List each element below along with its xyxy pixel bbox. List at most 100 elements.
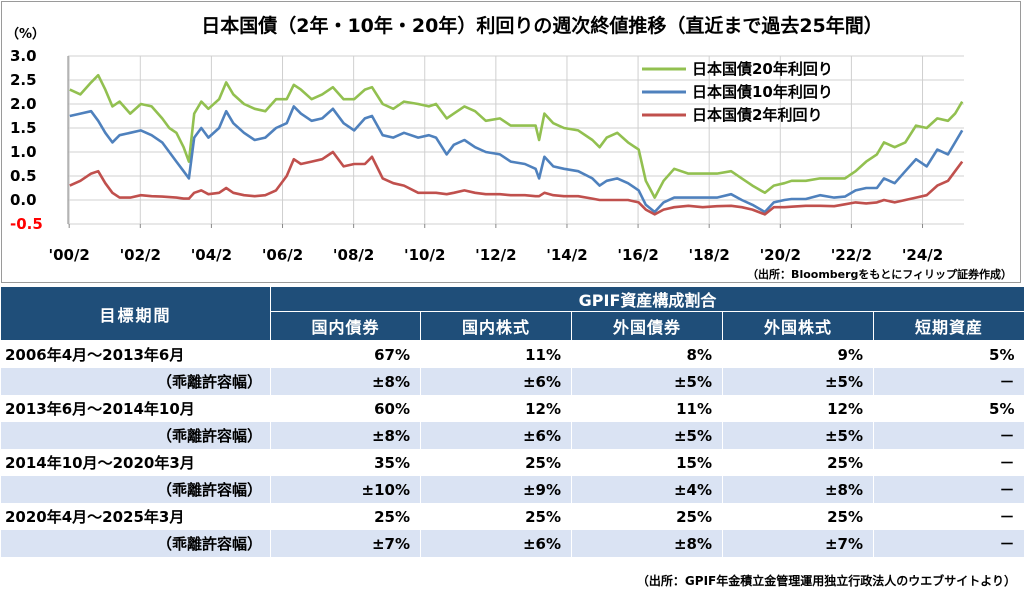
x-tick-label: '12/2 bbox=[475, 246, 516, 264]
allocation-cell: 35% bbox=[270, 449, 421, 476]
y-tick-label: 2.0 bbox=[10, 95, 37, 113]
x-tick-label: '22/2 bbox=[831, 246, 872, 264]
chart-title: 日本国債（2年・10年・20年）利回りの週次終値推移（直近まで過去25年間） bbox=[201, 14, 883, 37]
allocation-cell: ±5% bbox=[722, 422, 874, 449]
allocation-cell: ±10% bbox=[270, 476, 421, 503]
x-tick-label: '16/2 bbox=[617, 246, 658, 264]
table-row: 2013年6月～2014年10月 60% 12% 11% 12% 5% bbox=[0, 395, 1024, 422]
allocation-cell: ±5% bbox=[722, 368, 874, 395]
series-line-0 bbox=[69, 73, 964, 199]
allocation-cell: － bbox=[873, 503, 1024, 530]
allocation-group-header: GPIF資産構成割合 bbox=[270, 286, 1024, 312]
y-tick-label: 0.0 bbox=[10, 191, 37, 209]
legend-label: 日本国債10年利回り bbox=[692, 83, 833, 101]
allocation-cell: 25% bbox=[420, 449, 572, 476]
gpif-allocation-table: 目標期間 GPIF資産構成割合 国内債券 国内株式 外国債券 外国株式 短期資産 200… bbox=[0, 286, 1024, 557]
y-tick-label: -0.5 bbox=[10, 215, 43, 233]
y-tick-label: 0.5 bbox=[10, 167, 37, 185]
allocation-cell: 12% bbox=[722, 395, 874, 422]
allocation-cell: 11% bbox=[420, 340, 572, 368]
row-label: （乖離許容幅） bbox=[0, 368, 271, 395]
allocation-cell: － bbox=[873, 449, 1024, 476]
table-row: 2014年10月～2020年3月 35% 25% 15% 25% － bbox=[0, 449, 1024, 476]
allocation-cell: － bbox=[873, 476, 1024, 503]
x-tick-label: '00/2 bbox=[48, 246, 89, 264]
yield-chart: 日本国債（2年・10年・20年）利回りの週次終値推移（直近まで過去25年間） （… bbox=[6, 14, 1012, 281]
allocation-cell: ±8% bbox=[270, 368, 421, 395]
allocation-cell: ±6% bbox=[420, 368, 572, 395]
x-tick-label: '02/2 bbox=[120, 246, 161, 264]
allocation-cell: － bbox=[873, 530, 1024, 557]
chart-panel: 日本国債（2年・10年・20年）利回りの週次終値推移（直近まで過去25年間） （… bbox=[1, 1, 1021, 283]
asset-column-headers: 国内債券 国内株式 外国債券 外国株式 短期資産 bbox=[1, 311, 1024, 341]
allocation-cell: ±8% bbox=[722, 476, 874, 503]
gridlines bbox=[67, 55, 964, 228]
allocation-cell: ±8% bbox=[270, 422, 421, 449]
allocation-cell: ±7% bbox=[270, 530, 421, 557]
allocation-cell: 11% bbox=[571, 395, 723, 422]
table-row: （乖離許容幅） ±10% ±9% ±4% ±8% － bbox=[0, 476, 1024, 503]
x-tick-label: '08/2 bbox=[333, 246, 374, 264]
table-row: （乖離許容幅） ±8% ±6% ±5% ±5% － bbox=[0, 422, 1024, 449]
x-tick-label: '24/2 bbox=[902, 246, 943, 264]
allocation-cell: 25% bbox=[722, 449, 874, 476]
series-line-1 bbox=[69, 105, 964, 214]
x-tick-label: '14/2 bbox=[546, 246, 587, 264]
allocation-cell: 25% bbox=[722, 503, 874, 530]
row-label: 2014年10月～2020年3月 bbox=[0, 449, 271, 476]
x-tick-label: '20/2 bbox=[760, 246, 801, 264]
chart-source: （出所：Bloombergをもとにフィリップ証券作成） bbox=[747, 267, 1012, 281]
row-label: 2020年4月～2025年3月 bbox=[0, 503, 271, 530]
allocation-cell: － bbox=[873, 368, 1024, 395]
allocation-cell: 8% bbox=[571, 340, 723, 368]
allocation-rows: 2006年4月～2013年6月 67% 11% 8% 9% 5% （乖離許容幅） ±8% ±6%… bbox=[0, 340, 1024, 557]
table-source: （出所：GPIF年金積立金管理運用独立行政法人のウエブサイトより） bbox=[636, 574, 1016, 588]
table-row: 2006年4月～2013年6月 67% 11% 8% 9% 5% bbox=[0, 340, 1024, 368]
table-row: 2020年4月～2025年3月 25% 25% 25% 25% － bbox=[0, 503, 1024, 530]
asset-column-header: 国内株式 bbox=[420, 311, 572, 341]
y-tick-label: 1.0 bbox=[10, 143, 37, 161]
allocation-cell: ±6% bbox=[420, 422, 572, 449]
y-axis-unit: （%） bbox=[6, 26, 45, 42]
x-tick-label: '18/2 bbox=[688, 246, 729, 264]
period-header: 目標期間 bbox=[0, 286, 271, 341]
x-tick-label: '04/2 bbox=[191, 246, 232, 264]
allocation-cell: 12% bbox=[420, 395, 572, 422]
x-tick-label: '10/2 bbox=[404, 246, 445, 264]
asset-column-header: 外国株式 bbox=[722, 311, 874, 341]
row-label: 2013年6月～2014年10月 bbox=[0, 395, 271, 422]
y-tick-labels: 3.0 2.5 2.0 1.5 1.0 0.5 0.0 -0.5 bbox=[10, 47, 43, 233]
y-tick-label: 3.0 bbox=[10, 47, 37, 65]
row-label: 2006年4月～2013年6月 bbox=[0, 340, 271, 368]
asset-column-header: 外国債券 bbox=[571, 311, 723, 341]
allocation-cell: 25% bbox=[571, 503, 723, 530]
table-row: （乖離許容幅） ±8% ±6% ±5% ±5% － bbox=[0, 368, 1024, 395]
allocation-cell: ±5% bbox=[571, 422, 723, 449]
x-tick-labels: '00/2 '02/2 '04/2 '06/2 '08/2 '10/2 '12/2 '14/2… bbox=[48, 246, 943, 264]
row-label: （乖離許容幅） bbox=[0, 476, 271, 503]
row-label: （乖離許容幅） bbox=[0, 530, 271, 557]
allocation-cell: ±7% bbox=[722, 530, 874, 557]
allocation-cell: ±4% bbox=[571, 476, 723, 503]
allocation-cell: 5% bbox=[873, 340, 1024, 368]
allocation-cell: ±6% bbox=[420, 530, 572, 557]
y-tick-label: 2.5 bbox=[10, 71, 37, 89]
allocation-cell: 25% bbox=[270, 503, 421, 530]
row-label: （乖離許容幅） bbox=[0, 422, 271, 449]
allocation-cell: 67% bbox=[270, 340, 421, 368]
series-lines bbox=[69, 73, 964, 216]
allocation-cell: 15% bbox=[571, 449, 723, 476]
allocation-cell: ±9% bbox=[420, 476, 572, 503]
x-tick-label: '06/2 bbox=[262, 246, 303, 264]
legend-label: 日本国債20年利回り bbox=[692, 60, 833, 78]
allocation-cell: 25% bbox=[420, 503, 572, 530]
asset-column-header: 短期資産 bbox=[873, 311, 1024, 341]
allocation-cell: 5% bbox=[873, 395, 1024, 422]
allocation-cell: ±8% bbox=[571, 530, 723, 557]
allocation-cell: 9% bbox=[722, 340, 874, 368]
allocation-cell: ±5% bbox=[571, 368, 723, 395]
asset-column-header: 国内債券 bbox=[270, 311, 421, 341]
y-tick-label: 1.5 bbox=[10, 119, 37, 137]
table-row: （乖離許容幅） ±7% ±6% ±8% ±7% － bbox=[0, 530, 1024, 557]
allocation-cell: 60% bbox=[270, 395, 421, 422]
